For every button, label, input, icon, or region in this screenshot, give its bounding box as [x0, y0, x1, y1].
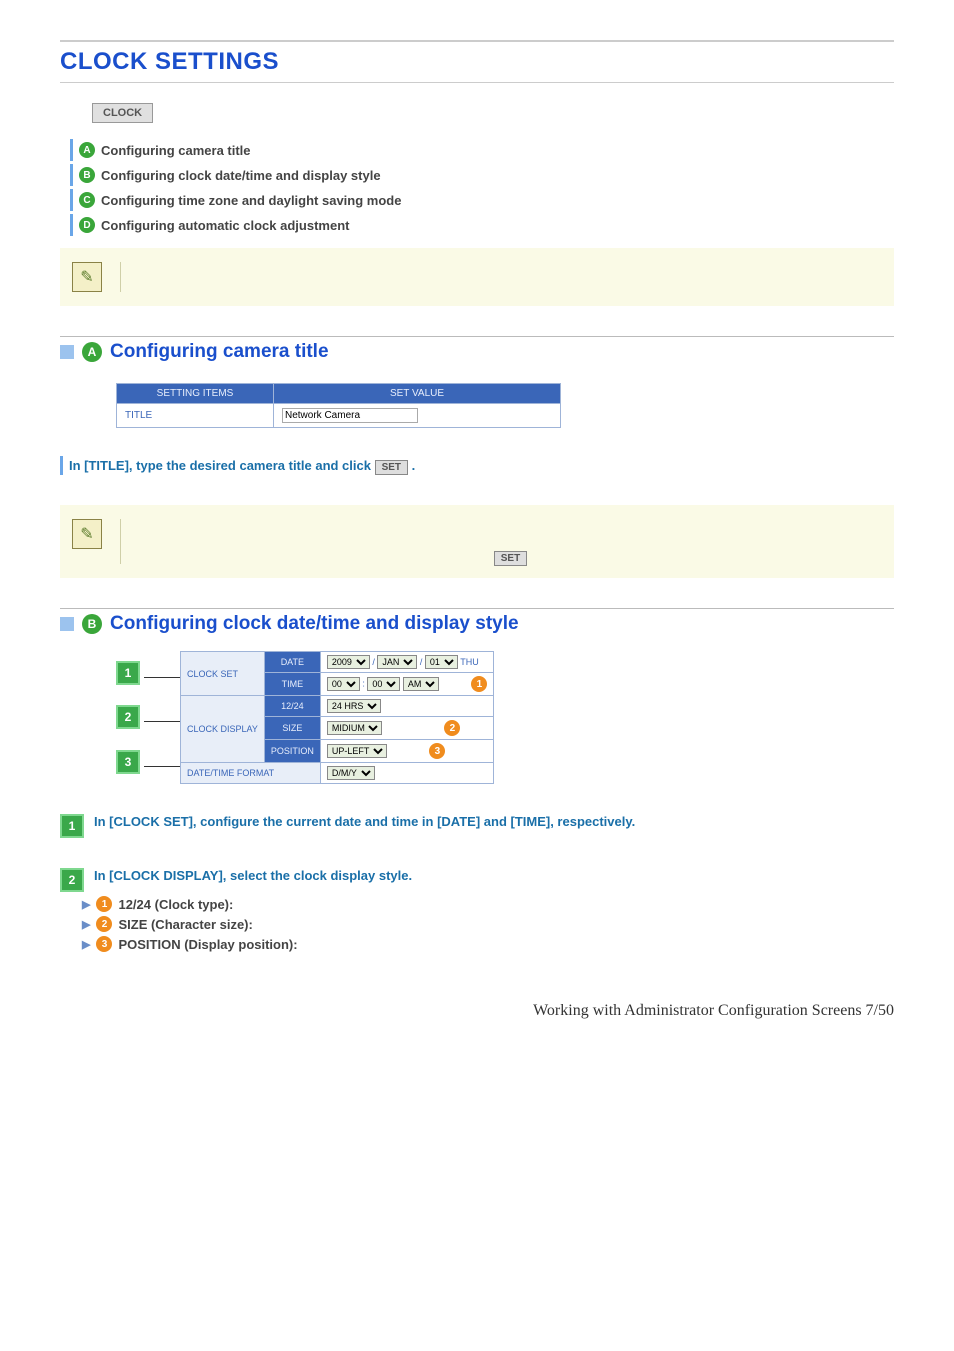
substep-label: SIZE (Character size):	[118, 917, 252, 932]
toc-item-a[interactable]: A Configuring camera title	[70, 139, 894, 161]
day-select[interactable]: 01	[425, 655, 458, 669]
square-bullet-icon	[60, 617, 74, 631]
dow-label: THU	[460, 657, 479, 667]
section-title: Configuring clock date/time and display …	[110, 613, 519, 635]
substep-2: ▶ 2 SIZE (Character size):	[82, 916, 894, 932]
step-2: 2 In [CLOCK DISPLAY], select the clock d…	[60, 868, 894, 892]
th-position: POSITION	[264, 740, 320, 763]
clock-diagram: 1 2 3 CLOCK SET DATE 2009 / JAN / 01 THU…	[116, 651, 894, 784]
format-select[interactable]: D/M/Y	[327, 766, 375, 780]
lbl-clock-set: CLOCK SET	[181, 652, 265, 696]
month-select[interactable]: JAN	[377, 655, 417, 669]
substep-3: ▶ 3 POSITION (Display position):	[82, 936, 894, 952]
set-button-inline[interactable]: SET	[375, 460, 408, 475]
badge-c-icon: C	[79, 192, 95, 208]
badge-b-icon: B	[82, 614, 102, 634]
marker-3-icon: 3	[96, 936, 112, 952]
substep-label: POSITION (Display position):	[118, 937, 297, 952]
cell-date: 2009 / JAN / 01 THU	[320, 652, 494, 673]
th-size: SIZE	[264, 717, 320, 740]
marker-2-icon: 2	[444, 720, 460, 736]
th-date: DATE	[264, 652, 320, 673]
note-box-1: ✎	[60, 248, 894, 306]
th-time: TIME	[264, 673, 320, 696]
pencil-icon: ✎	[72, 262, 102, 292]
toc-item-d[interactable]: D Configuring automatic clock adjustment	[70, 214, 894, 236]
badge-d-icon: D	[79, 217, 95, 233]
toc-label: Configuring time zone and daylight savin…	[101, 193, 401, 208]
year-select[interactable]: 2009	[327, 655, 370, 669]
marker-3-icon: 3	[429, 743, 445, 759]
set-button[interactable]: SET	[494, 551, 527, 566]
tab-clock[interactable]: CLOCK	[92, 103, 153, 123]
section-title: Configuring camera title	[110, 341, 329, 363]
pencil-icon: ✎	[72, 519, 102, 549]
callout-3: 3	[116, 750, 140, 774]
note-box-2: ✎ SET	[60, 505, 894, 578]
callout-2: 2	[116, 705, 140, 729]
title-input[interactable]	[282, 408, 418, 423]
title-table: SETTING ITEMS SET VALUE TITLE	[116, 383, 561, 428]
badge-b-icon: B	[79, 167, 95, 183]
toc: A Configuring camera title B Configuring…	[70, 139, 894, 236]
toc-item-c[interactable]: C Configuring time zone and daylight sav…	[70, 189, 894, 211]
chevron-icon: ▶	[82, 898, 90, 911]
cell-title-label: TITLE	[117, 404, 274, 428]
badge-a-icon: A	[82, 342, 102, 362]
hrs-select[interactable]: 24 HRS	[327, 699, 381, 713]
step-text: In [CLOCK DISPLAY], select the clock dis…	[94, 868, 412, 883]
substep-1: ▶ 1 12/24 (Clock type):	[82, 896, 894, 912]
ampm-select[interactable]: AM	[403, 677, 439, 691]
step-number-2: 2	[60, 868, 84, 892]
mm-select[interactable]: 00	[367, 677, 400, 691]
marker-1-icon: 1	[471, 676, 487, 692]
instruction-a: In [TITLE], type the desired camera titl…	[60, 456, 894, 475]
th-1224: 12/24	[264, 696, 320, 717]
marker-2-icon: 2	[96, 916, 112, 932]
badge-a-icon: A	[79, 142, 95, 158]
toc-label: Configuring camera title	[101, 143, 251, 158]
chevron-icon: ▶	[82, 918, 90, 931]
section-a-heading: A Configuring camera title	[60, 336, 894, 363]
square-bullet-icon	[60, 345, 74, 359]
lbl-clock-display: CLOCK DISPLAY	[181, 696, 265, 763]
page-footer: Working with Administrator Configuration…	[60, 1002, 894, 1020]
page-title: CLOCK SETTINGS	[60, 40, 894, 83]
substep-label: 12/24 (Clock type):	[118, 897, 233, 912]
step-1: 1 In [CLOCK SET], configure the current …	[60, 814, 894, 838]
position-select[interactable]: UP-LEFT	[327, 744, 387, 758]
step-text: In [CLOCK SET], configure the current da…	[94, 814, 635, 829]
th-setting-items: SETTING ITEMS	[117, 384, 274, 404]
marker-1-icon: 1	[96, 896, 112, 912]
toc-item-b[interactable]: B Configuring clock date/time and displa…	[70, 164, 894, 186]
chevron-icon: ▶	[82, 938, 90, 951]
th-set-value: SET VALUE	[274, 384, 561, 404]
lbl-dt-format: DATE/TIME FORMAT	[181, 763, 321, 784]
toc-label: Configuring clock date/time and display …	[101, 168, 381, 183]
callout-1: 1	[116, 661, 140, 685]
section-b-heading: B Configuring clock date/time and displa…	[60, 608, 894, 635]
hh-select[interactable]: 00	[327, 677, 360, 691]
step-number-1: 1	[60, 814, 84, 838]
size-select[interactable]: MIDIUM	[327, 721, 382, 735]
toc-label: Configuring automatic clock adjustment	[101, 218, 349, 233]
